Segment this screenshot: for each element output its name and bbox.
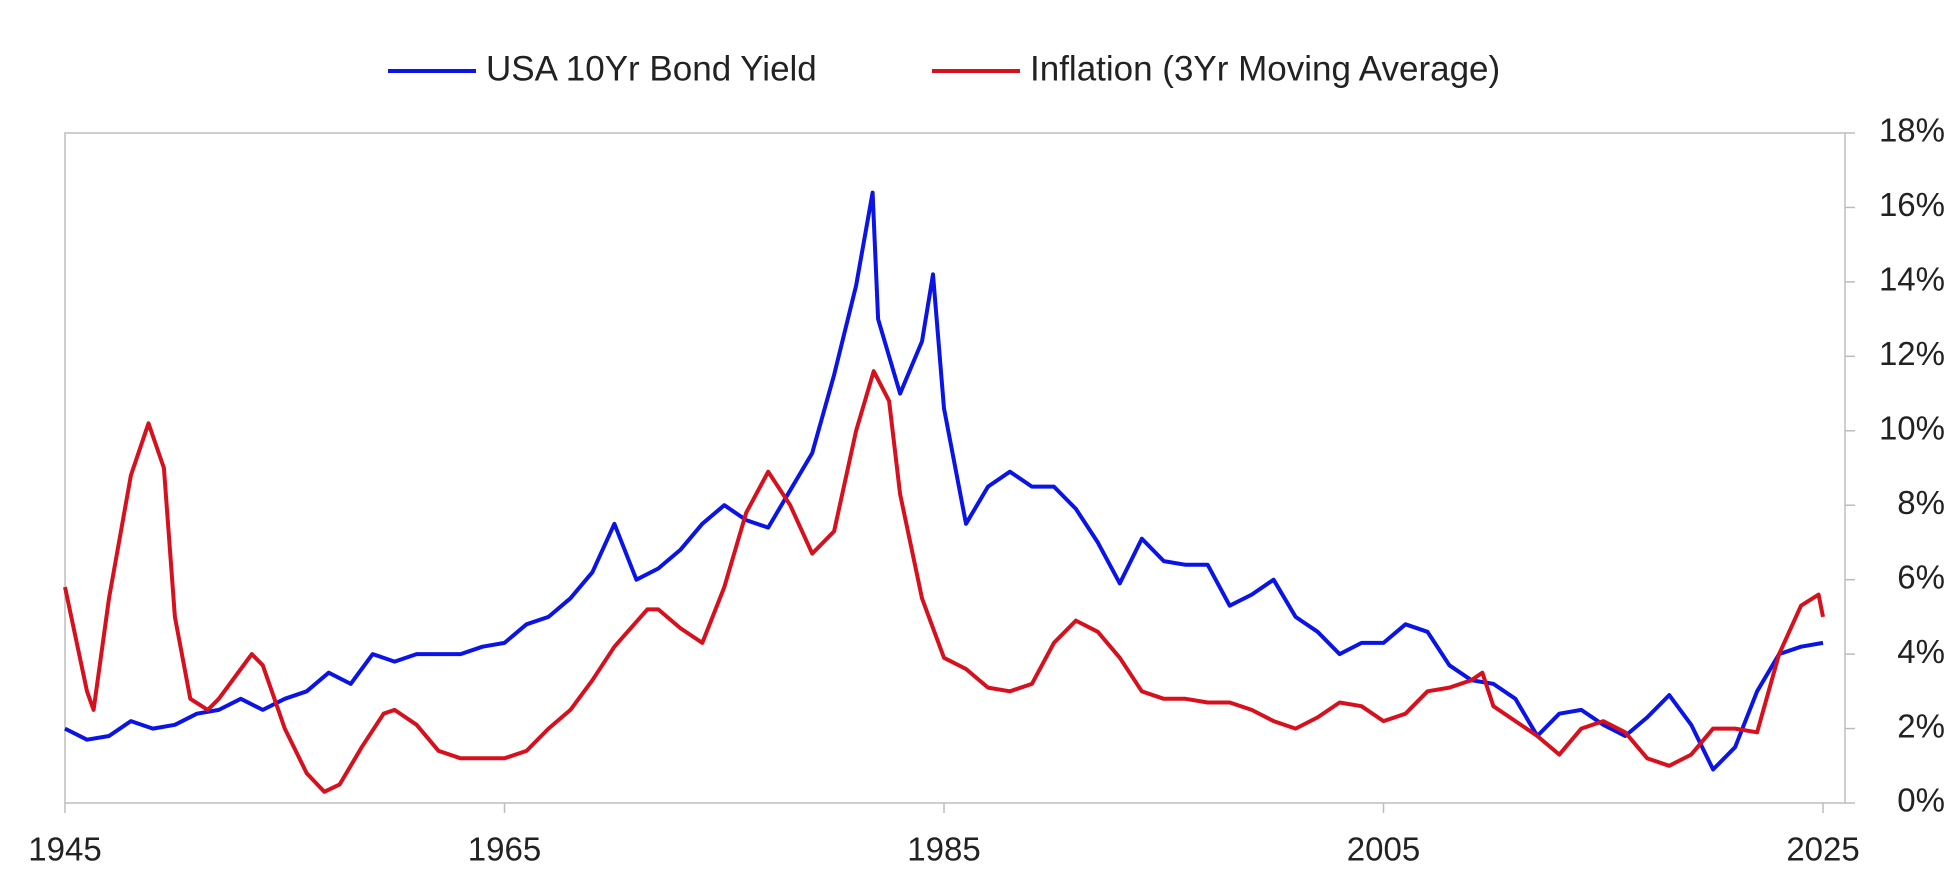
y-tick-label: 8% [1897, 484, 1945, 521]
x-tick-label: 1985 [907, 831, 980, 868]
x-tick-label: 2005 [1347, 831, 1420, 868]
x-tick-label: 2025 [1786, 831, 1859, 868]
y-tick-label: 10% [1879, 409, 1945, 446]
legend-label: Inflation (3Yr Moving Average) [1030, 49, 1500, 88]
y-tick-label: 0% [1897, 782, 1945, 819]
x-tick-label: 1945 [28, 831, 101, 868]
y-tick-label: 2% [1897, 707, 1945, 744]
legend-label: USA 10Yr Bond Yield [486, 49, 817, 88]
y-tick-label: 6% [1897, 558, 1945, 595]
y-tick-label: 12% [1879, 335, 1945, 372]
y-tick-label: 4% [1897, 633, 1945, 670]
y-tick-label: 18% [1879, 112, 1945, 149]
series-line [64, 190, 1824, 772]
x-tick-label: 1965 [468, 831, 541, 868]
series-line [63, 369, 1825, 794]
plot-area [64, 132, 1846, 804]
y-tick-label: 16% [1879, 186, 1945, 223]
y-tick-label: 14% [1879, 261, 1945, 298]
